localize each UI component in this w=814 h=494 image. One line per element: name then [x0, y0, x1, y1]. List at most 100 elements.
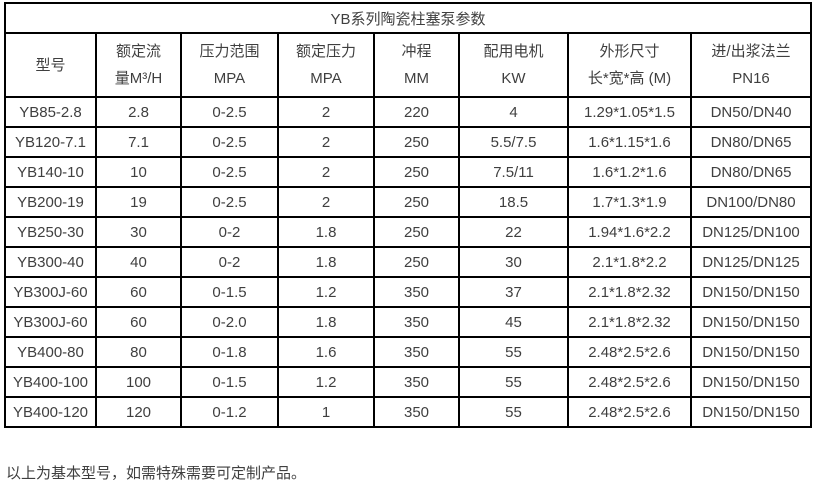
table-cell: 350 — [373, 366, 460, 398]
table-cell: DN125/DN125 — [689, 246, 813, 278]
column-header-label: 压力范围 — [199, 43, 260, 60]
table-cell: DN80/DN65 — [689, 156, 813, 188]
table-cell: 1.2 — [277, 276, 375, 308]
table-cell: 120 — [95, 396, 182, 428]
table-cell: 60 — [95, 306, 182, 338]
table-cell: 7.5/11 — [458, 156, 569, 188]
table-header-row: 型号 额定流 量M³/H 压力范围 MPA 额定压力 MPA 冲程 MM 配用电… — [4, 32, 813, 98]
column-header-unit: 长*宽*高 (M) — [587, 70, 672, 87]
table-cell: 30 — [458, 246, 569, 278]
table-cell: DN100/DN80 — [689, 186, 813, 218]
table-cell: 2.48*2.5*2.6 — [567, 396, 692, 428]
table-cell: YB300J-60 — [4, 306, 97, 338]
table-cell: 2.1*1.8*2.32 — [567, 306, 692, 338]
table-cell: 1.29*1.05*1.5 — [567, 96, 692, 128]
table-body: YB85-2.8 2.8 0-2.5 2 220 4 1.29*1.05*1.5 DN50/D… — [4, 96, 813, 428]
table-cell: 1.6*1.15*1.6 — [567, 126, 692, 158]
table-cell: YB85-2.8 — [4, 96, 97, 128]
table-cell: 40 — [95, 246, 182, 278]
column-header-rated-pressure: 额定压力 MPA — [277, 32, 375, 98]
table-cell: 2.1*1.8*2.2 — [567, 246, 692, 278]
table-row: YB85-2.8 2.8 0-2.5 2 220 4 1.29*1.05*1.5 DN50/D… — [4, 96, 813, 128]
column-header-pressure-range: 压力范围 MPA — [180, 32, 279, 98]
column-header-unit: MM — [404, 70, 429, 87]
table-cell: 80 — [95, 336, 182, 368]
table-row: YB300-40 40 0-2 1.8 250 30 2.1*1.8*2.2 DN125/DN… — [4, 246, 813, 278]
table-cell: DN80/DN65 — [689, 126, 813, 158]
column-header-rated-flow: 额定流 量M³/H — [95, 32, 182, 98]
table-cell: 2 — [277, 96, 375, 128]
table-row: YB300J-60 60 0-1.5 1.2 350 37 2.1*1.8*2.32 DN15… — [4, 276, 813, 308]
table-cell: YB300J-60 — [4, 276, 97, 308]
table-row: YB300J-60 60 0-2.0 1.8 350 45 2.1*1.8*2.32 DN15… — [4, 306, 813, 338]
table-cell: DN125/DN100 — [689, 216, 813, 248]
table-cell: 250 — [373, 156, 460, 188]
table-cell: 0-1.5 — [180, 366, 279, 398]
table-cell: 55 — [458, 336, 569, 368]
table-cell: DN50/DN40 — [689, 96, 813, 128]
table-row: YB400-120 120 0-1.2 1 350 55 2.48*2.5*2.6 DN150… — [4, 396, 813, 428]
table-cell: 1.8 — [277, 216, 375, 248]
table-cell: YB400-80 — [4, 336, 97, 368]
column-header-dimensions: 外形尺寸 长*宽*高 (M) — [567, 32, 692, 98]
table-cell: 5.5/7.5 — [458, 126, 569, 158]
table-cell: 0-2 — [180, 246, 279, 278]
table-cell: YB300-40 — [4, 246, 97, 278]
column-header-label: 配用电机 — [483, 43, 544, 60]
column-header-label: 冲程 — [401, 43, 432, 60]
table-cell: 1 — [277, 396, 375, 428]
table-cell: 1.6*1.2*1.6 — [567, 156, 692, 188]
table-cell: 0-2.5 — [180, 156, 279, 188]
table-cell: 22 — [458, 216, 569, 248]
table-cell: DN150/DN150 — [689, 306, 813, 338]
table-cell: YB120-7.1 — [4, 126, 97, 158]
table-cell: 220 — [373, 96, 460, 128]
column-header-unit: PN16 — [732, 70, 770, 87]
table-cell: 0-2.5 — [180, 186, 279, 218]
table-cell: 0-1.5 — [180, 276, 279, 308]
column-header-label: 外形尺寸 — [599, 43, 660, 60]
table-cell: 7.1 — [95, 126, 182, 158]
table-cell: 2.48*2.5*2.6 — [567, 366, 692, 398]
table-cell: 250 — [373, 246, 460, 278]
column-header-stroke: 冲程 MM — [373, 32, 460, 98]
table-cell: 2.1*1.8*2.32 — [567, 276, 692, 308]
table-cell: 1.94*1.6*2.2 — [567, 216, 692, 248]
table-cell: 350 — [373, 276, 460, 308]
table-cell: 1.2 — [277, 366, 375, 398]
table-cell: 0-2 — [180, 216, 279, 248]
table-cell: 1.6 — [277, 336, 375, 368]
table-cell: DN150/DN150 — [689, 276, 813, 308]
column-header-unit: MPA — [213, 70, 246, 87]
table-cell: 2 — [277, 186, 375, 218]
column-header-unit: 量M³/H — [114, 70, 163, 87]
table-cell: 1.7*1.3*1.9 — [567, 186, 692, 218]
table-cell: YB400-100 — [4, 366, 97, 398]
table-cell: 10 — [95, 156, 182, 188]
table-cell: DN150/DN150 — [689, 366, 813, 398]
table-cell: 19 — [95, 186, 182, 218]
table-cell: 2 — [277, 156, 375, 188]
table-cell: 0-2.5 — [180, 96, 279, 128]
table-cell: 100 — [95, 366, 182, 398]
table-cell: 250 — [373, 216, 460, 248]
table-cell: 2 — [277, 126, 375, 158]
table-cell: 250 — [373, 126, 460, 158]
table-cell: 250 — [373, 186, 460, 218]
column-header-unit: MPA — [310, 70, 342, 87]
table-cell: YB400-120 — [4, 396, 97, 428]
column-header-flange: 进/出浆法兰 PN16 — [689, 32, 813, 98]
column-header-label: 额定流 — [115, 43, 161, 60]
table-cell: 0-1.2 — [180, 396, 279, 428]
table-cell: YB200-19 — [4, 186, 97, 218]
table-cell: 1.8 — [277, 246, 375, 278]
table-cell: 60 — [95, 276, 182, 308]
column-header-motor: 配用电机 KW — [458, 32, 569, 98]
footer-note: 以上为基本型号，如需特殊需要可定制产品。 — [6, 465, 307, 482]
table-cell: DN150/DN150 — [689, 336, 813, 368]
column-header-unit: KW — [501, 70, 526, 87]
table-cell: 0-2.5 — [180, 126, 279, 158]
table-cell: 350 — [373, 306, 460, 338]
table-cell: 37 — [458, 276, 569, 308]
table-cell: 45 — [458, 306, 569, 338]
